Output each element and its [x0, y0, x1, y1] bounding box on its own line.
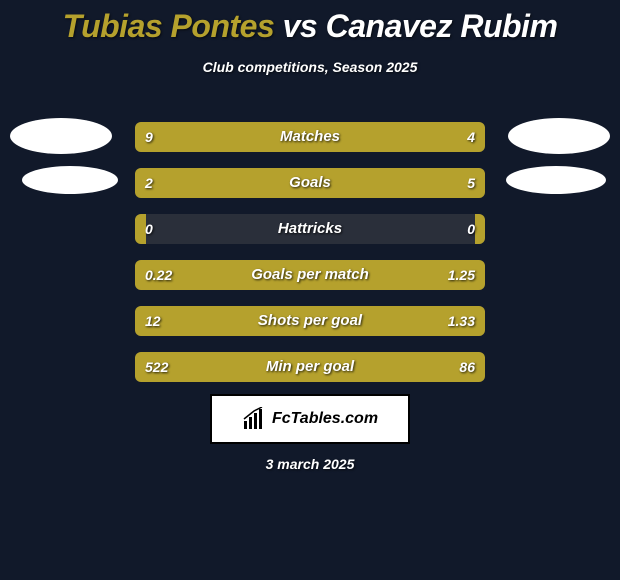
- stat-label: Shots per goal: [135, 306, 485, 336]
- stat-label: Min per goal: [135, 352, 485, 382]
- chart-icon: [242, 407, 266, 431]
- stat-row: 52286Min per goal: [135, 352, 485, 382]
- comparison-title: Tubias Pontes vs Canavez Rubim: [0, 0, 620, 45]
- stat-label: Matches: [135, 122, 485, 152]
- stat-label: Hattricks: [135, 214, 485, 244]
- player1-name: Tubias Pontes: [63, 8, 275, 44]
- stat-row: 00Hattricks: [135, 214, 485, 244]
- player2-avatar-shape2: [506, 166, 606, 194]
- subtitle: Club competitions, Season 2025: [0, 59, 620, 75]
- stat-row: 121.33Shots per goal: [135, 306, 485, 336]
- stat-row: 94Matches: [135, 122, 485, 152]
- stat-label: Goals per match: [135, 260, 485, 290]
- vs-text: vs: [283, 8, 318, 44]
- source-badge: FcTables.com: [210, 394, 410, 444]
- player1-avatar-shape2: [22, 166, 118, 194]
- player2-name: Canavez Rubim: [326, 8, 558, 44]
- stat-label: Goals: [135, 168, 485, 198]
- stat-row: 0.221.25Goals per match: [135, 260, 485, 290]
- badge-text: FcTables.com: [272, 410, 378, 428]
- stats-container: 94Matches 25Goals 00Hattricks 0.221.25Goals…: [135, 122, 485, 398]
- stat-row: 25Goals: [135, 168, 485, 198]
- player1-avatar-shape1: [10, 118, 112, 154]
- date-text: 3 march 2025: [0, 456, 620, 472]
- player2-avatar-shape1: [508, 118, 610, 154]
